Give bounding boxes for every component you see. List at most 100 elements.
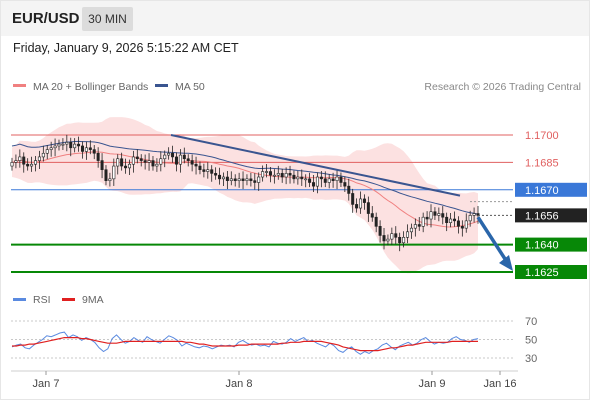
- candle-body: [409, 227, 413, 233]
- candle-body: [182, 154, 186, 160]
- price-levels: [11, 134, 513, 273]
- candle-body: [374, 216, 378, 227]
- candle: [366, 196, 370, 222]
- candle: [335, 169, 339, 190]
- candle: [245, 174, 249, 186]
- candle: [312, 175, 316, 192]
- candle-body: [163, 154, 167, 160]
- level-tags: 1.1700 1.1685 1.1670 1.1640 1.1625 1.1656: [470, 130, 587, 279]
- rsi-ma-legend-label: 9MA: [82, 294, 104, 306]
- candle: [304, 174, 308, 188]
- candle-body: [88, 147, 92, 150]
- candle-body: [214, 173, 218, 176]
- candle: [374, 212, 378, 233]
- candle-body: [437, 213, 441, 216]
- candle-body: [26, 163, 30, 167]
- candle-body: [398, 236, 402, 244]
- candle: [139, 154, 143, 167]
- candle: [214, 167, 218, 180]
- candle: [429, 204, 433, 228]
- instrument-symbol: EUR/USD: [12, 10, 80, 27]
- candle: [84, 141, 88, 160]
- candle: [319, 170, 323, 188]
- rsi-tick-50: 50: [525, 335, 537, 347]
- candle-body: [178, 154, 182, 165]
- candle: [49, 141, 53, 157]
- x-tick-label: Jan 8: [226, 378, 253, 390]
- candle-body: [10, 162, 14, 167]
- candle-body: [233, 178, 237, 181]
- candle: [265, 164, 269, 178]
- candle-body: [394, 233, 398, 238]
- candle: [69, 137, 73, 157]
- candle: [10, 157, 14, 171]
- candle-body: [104, 169, 108, 181]
- candle: [221, 172, 225, 186]
- candle: [163, 150, 167, 168]
- last-price-tag: [515, 208, 587, 223]
- candle: [413, 218, 417, 237]
- candle: [406, 224, 410, 244]
- candle: [218, 167, 222, 185]
- rsi-line: [11, 331, 479, 355]
- candle: [300, 169, 304, 186]
- candle: [198, 161, 202, 175]
- candle: [417, 217, 421, 231]
- candle: [382, 227, 386, 250]
- candle: [155, 158, 159, 172]
- candle-body: [139, 158, 143, 161]
- candle: [453, 211, 457, 227]
- candle: [288, 165, 292, 184]
- candle: [120, 152, 124, 171]
- candle: [151, 156, 155, 171]
- candle-body: [135, 156, 139, 160]
- candle: [186, 154, 190, 167]
- candle: [45, 145, 49, 160]
- candle: [402, 231, 406, 248]
- candle-body: [362, 198, 366, 203]
- candle: [202, 163, 206, 178]
- candle-body: [33, 160, 37, 165]
- last-price-label: 1.1656: [525, 210, 559, 222]
- candle-body: [159, 158, 163, 165]
- candle: [174, 152, 178, 172]
- candle-body: [378, 226, 382, 236]
- candle: [409, 223, 413, 239]
- candle: [41, 145, 45, 162]
- candle: [398, 232, 402, 252]
- candle: [96, 147, 100, 168]
- candle: [257, 172, 261, 191]
- candle-body: [265, 171, 269, 173]
- candle: [135, 149, 139, 164]
- candle-body: [18, 156, 22, 161]
- candle-body: [304, 178, 308, 181]
- candle-body: [315, 176, 319, 187]
- candle-body: [112, 165, 116, 180]
- candle-body: [347, 185, 351, 194]
- candle-body: [386, 238, 390, 242]
- timeframe-button[interactable]: 30 MIN: [82, 7, 133, 31]
- candle: [116, 154, 120, 175]
- candle: [241, 171, 245, 190]
- candle: [468, 210, 472, 227]
- rsi-tick-30: 30: [525, 353, 537, 365]
- candle-body: [300, 176, 304, 180]
- candle: [190, 154, 194, 172]
- candle: [131, 150, 135, 173]
- candle-body: [221, 176, 225, 180]
- candle-body: [108, 178, 112, 181]
- candle-body: [312, 182, 316, 187]
- candle-body: [80, 145, 84, 152]
- candle-body: [433, 211, 437, 216]
- candle: [296, 170, 300, 185]
- candle-body: [390, 233, 394, 240]
- level-label-1.1625: 1.1625: [525, 267, 559, 279]
- candle-body: [45, 149, 49, 154]
- candle-body: [30, 163, 34, 167]
- candle-body: [155, 163, 159, 167]
- candle: [30, 156, 34, 172]
- candle: [171, 145, 175, 163]
- candle-body: [319, 176, 323, 180]
- candle-body: [453, 218, 457, 222]
- candle: [229, 171, 233, 186]
